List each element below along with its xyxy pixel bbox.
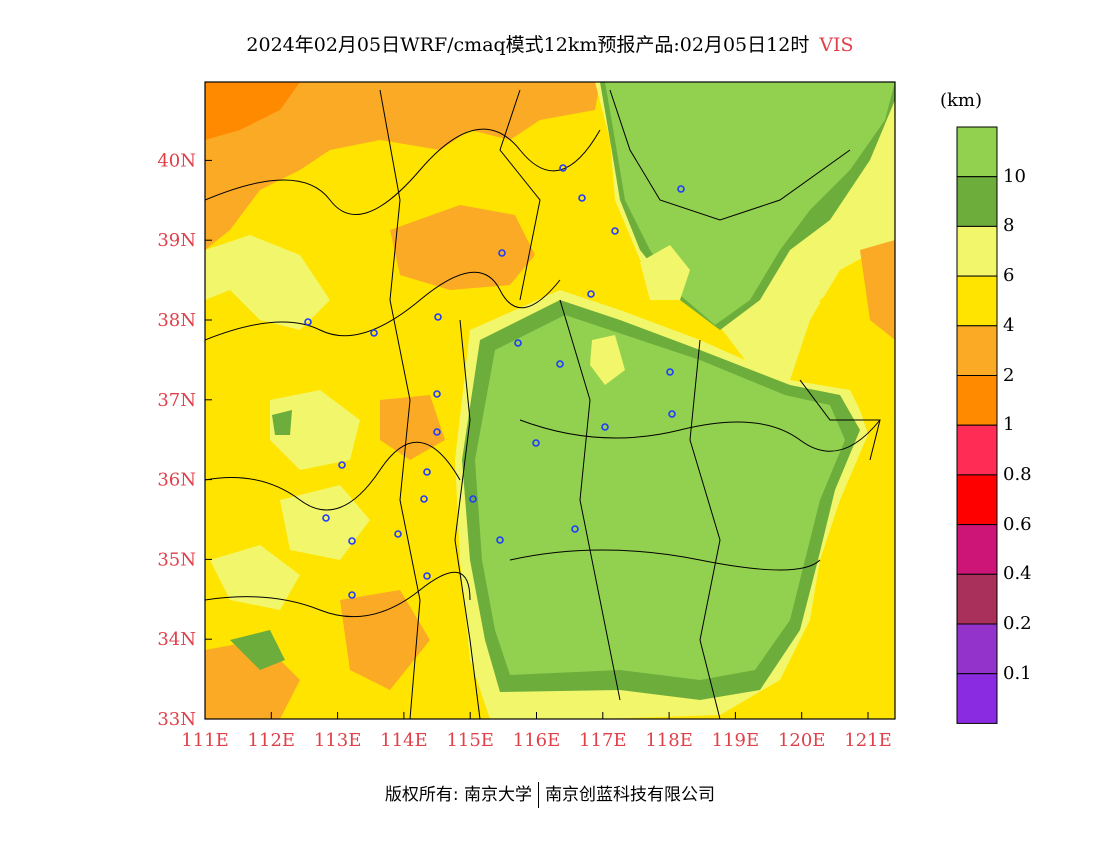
colorbar-swatch xyxy=(956,375,998,426)
lon-tick-label: 114E xyxy=(380,730,428,751)
colorbar-swatch xyxy=(956,573,998,625)
colorbar-swatch xyxy=(956,325,998,376)
colorbar-label: 8 xyxy=(1003,215,1015,237)
variable-name: VIS xyxy=(819,34,854,56)
colorbar-swatch xyxy=(956,424,998,476)
lon-tick-label: 116E xyxy=(513,730,561,751)
lat-tick-label: 34N xyxy=(157,629,196,650)
station-markers xyxy=(304,164,685,599)
colorbar-swatch xyxy=(956,524,998,575)
map-title: 2024年02月05日WRF/cmaq模式12km预报产品:02月05日12时 V… xyxy=(0,30,1100,57)
colorbar-label: 4 xyxy=(1003,314,1015,336)
copyright-owner-1: 版权所有: 南京大学 xyxy=(384,785,533,805)
copyright: 版权所有: 南京大学 南京创蓝科技有限公司 xyxy=(0,780,1100,808)
colorbar-swatch xyxy=(956,275,998,327)
colorbar-label: 0.8 xyxy=(1003,463,1032,485)
colorbar-label: 2 xyxy=(1003,364,1015,386)
colorbar-label: 0.4 xyxy=(1003,563,1032,585)
lon-tick-label: 111E xyxy=(181,730,229,751)
lat-tick-label: 37N xyxy=(157,390,196,411)
lon-tick-label: 118E xyxy=(645,730,693,751)
lon-tick-label: 119E xyxy=(712,730,760,751)
lon-tick-label: 112E xyxy=(248,730,296,751)
admin-boundaries xyxy=(205,89,881,719)
colorbar-label: 1 xyxy=(1003,414,1015,436)
colorbar-swatch xyxy=(956,474,998,526)
colorbar-swatch xyxy=(956,623,998,675)
lat-tick-label: 36N xyxy=(157,470,196,491)
lat-tick-label: 33N xyxy=(157,709,196,730)
lon-tick-label: 121E xyxy=(844,730,892,751)
colorbar-label: 0.1 xyxy=(1003,662,1032,684)
visibility-field xyxy=(205,82,895,719)
title-text: 2024年02月05日WRF/cmaq模式12km预报产品:02月05日12时 xyxy=(246,34,810,56)
latitude-axis: 33N 34N 35N 36N 37N 38N 39N 40N xyxy=(157,150,212,730)
map-frame xyxy=(204,81,896,720)
colorbar-swatch xyxy=(956,176,998,227)
colorbar xyxy=(956,126,998,724)
longitude-axis: 111E 112E 113E 114E 115E 116E 117E 118E 119E 120E… xyxy=(181,712,892,751)
lon-tick-label: 115E xyxy=(446,730,494,751)
colorbar-label: 0.2 xyxy=(1003,613,1032,634)
lon-tick-label: 117E xyxy=(579,730,627,751)
colorbar-label: 6 xyxy=(1003,265,1015,287)
lon-tick-label: 113E xyxy=(314,730,362,751)
colorbar-swatch xyxy=(956,673,998,724)
colorbar-label: 0.6 xyxy=(1003,513,1032,535)
lat-tick-label: 35N xyxy=(157,549,196,570)
lat-tick-label: 40N xyxy=(157,150,196,171)
unit-label: (km) xyxy=(940,90,983,111)
lat-tick-label: 39N xyxy=(157,230,196,251)
lon-tick-label: 120E xyxy=(778,730,826,751)
colorbar-swatch xyxy=(956,225,998,277)
lat-tick-label: 38N xyxy=(157,310,196,331)
copyright-owner-2: 南京创蓝科技有限公司 xyxy=(545,785,716,805)
colorbar-label: 10 xyxy=(1003,165,1026,187)
copyright-separator xyxy=(538,782,540,808)
colorbar-swatch xyxy=(956,126,998,178)
